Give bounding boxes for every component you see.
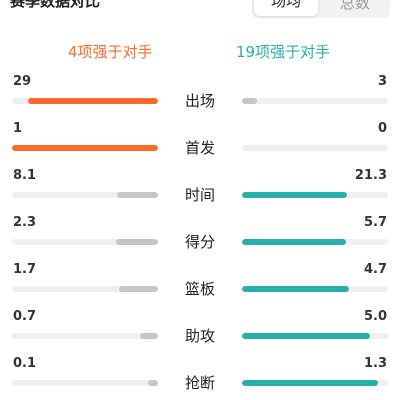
right-bar-track — [242, 145, 388, 151]
left-bar-track — [12, 380, 158, 386]
view-toggle: 场均 总数 — [252, 0, 390, 18]
left-bar-track — [12, 286, 158, 292]
right-value: 5.7 — [363, 215, 387, 230]
stat-label: 时间 — [184, 186, 215, 204]
right-bar-fill — [242, 192, 348, 198]
right-bar-track — [242, 380, 388, 386]
right-bar-fill — [242, 333, 371, 339]
stat-label: 抢断 — [184, 374, 215, 392]
left-bar-fill — [147, 380, 158, 386]
stat-label: 出场 — [184, 92, 215, 110]
right-bar-fill — [242, 239, 346, 245]
left-value: 0.1 — [13, 356, 37, 371]
right-bar-fill — [242, 286, 349, 292]
left-bar-fill — [140, 333, 158, 339]
left-bar-track — [12, 192, 158, 198]
left-bar-fill — [118, 286, 158, 292]
tab-per-game[interactable]: 场均 — [254, 0, 318, 16]
left-value: 2.3 — [13, 215, 37, 230]
right-bar-fill — [242, 380, 378, 386]
right-bar-track — [242, 98, 388, 104]
right-bar-track — [242, 333, 388, 339]
section-title: 赛季数据对比 — [10, 0, 101, 10]
right-value: 5.0 — [363, 309, 387, 324]
stat-label: 助攻 — [184, 327, 215, 345]
stat-label: 得分 — [184, 233, 215, 251]
right-bar-fill — [242, 98, 257, 104]
left-bar-fill — [12, 145, 158, 151]
stat-row: 0.1 1.3 抢断 — [0, 356, 400, 400]
left-value: 29 — [13, 74, 32, 89]
left-bar-track — [12, 98, 158, 104]
right-value: 4.7 — [363, 262, 387, 277]
right-bar-track — [242, 286, 388, 292]
left-bar-fill — [117, 192, 158, 198]
right-value: 0 — [377, 121, 387, 136]
left-summary: 4项强于对手 — [68, 43, 153, 61]
stat-row: 1.7 4.7 篮板 — [0, 262, 400, 306]
left-bar-track — [12, 239, 158, 245]
stat-row: 1 0 首发 — [0, 121, 400, 165]
stat-row: 2.3 5.7 得分 — [0, 215, 400, 259]
left-bar-fill — [28, 98, 158, 104]
right-value: 3 — [377, 74, 387, 89]
right-bar-track — [242, 192, 388, 198]
stat-label: 首发 — [184, 139, 215, 157]
stat-row: 29 3 出场 — [0, 74, 400, 118]
tab-total[interactable]: 总数 — [339, 0, 370, 12]
left-bar-track — [12, 145, 158, 151]
right-value: 21.3 — [354, 168, 387, 183]
stat-row: 8.1 21.3 时间 — [0, 168, 400, 212]
left-bar-track — [12, 333, 158, 339]
left-value: 1.7 — [13, 262, 37, 277]
right-value: 1.3 — [363, 356, 387, 371]
left-value: 8.1 — [13, 168, 37, 183]
right-summary: 19项强于对手 — [236, 43, 331, 61]
stat-row: 0.7 5.0 助攻 — [0, 309, 400, 353]
right-bar-track — [242, 239, 388, 245]
stat-label: 篮板 — [184, 280, 215, 298]
left-value: 1 — [13, 121, 23, 136]
left-value: 0.7 — [13, 309, 37, 324]
left-bar-fill — [115, 239, 158, 245]
